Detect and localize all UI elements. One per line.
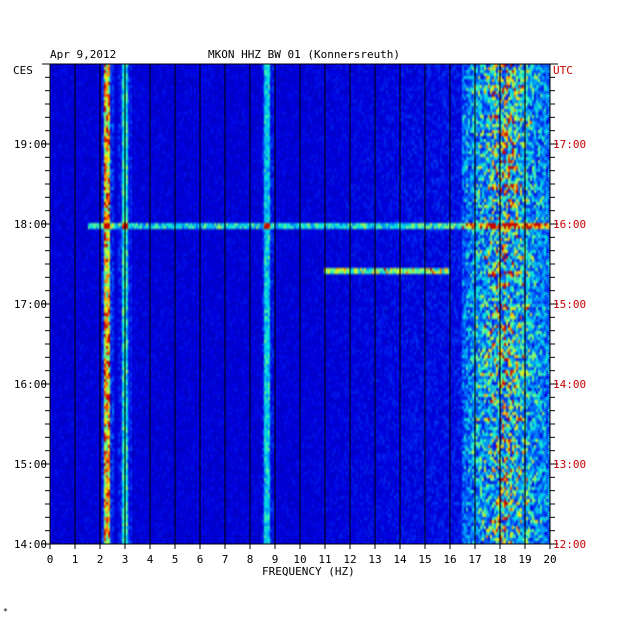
left-time-label: 15:00 bbox=[14, 458, 47, 471]
left-time-label: 18:00 bbox=[14, 218, 47, 231]
left-time-label: 17:00 bbox=[14, 298, 47, 311]
x-tick-label-13: 13 bbox=[368, 553, 381, 566]
x-tick-label-10: 10 bbox=[293, 553, 306, 566]
left-time-label: 16:00 bbox=[14, 378, 47, 391]
x-tick-label-4: 4 bbox=[147, 553, 154, 566]
x-tick-label-2: 2 bbox=[97, 553, 104, 566]
right-time-label: 13:00 bbox=[553, 458, 586, 471]
date-label: Apr 9,2012 bbox=[50, 48, 117, 61]
right-time-label: 14:00 bbox=[553, 378, 586, 391]
x-tick-label-17: 17 bbox=[468, 553, 481, 566]
right-time-label: 15:00 bbox=[553, 298, 586, 311]
x-tick-label-18: 18 bbox=[493, 553, 506, 566]
right-time-label: 16:00 bbox=[553, 218, 586, 231]
footer-mark: * bbox=[3, 607, 8, 616]
x-axis-title: FREQUENCY (HZ) bbox=[262, 565, 355, 578]
x-tick-label-3: 3 bbox=[122, 553, 129, 566]
x-tick-label-19: 19 bbox=[518, 553, 531, 566]
right-time-label: 12:00 bbox=[553, 538, 586, 551]
station-title: MKON HHZ BW 01 (Konnersreuth) bbox=[208, 48, 401, 61]
left-axis-label: CES bbox=[13, 64, 33, 77]
x-tick-label-5: 5 bbox=[172, 553, 179, 566]
x-tick-label-0: 0 bbox=[47, 553, 54, 566]
x-tick-label-11: 11 bbox=[318, 553, 331, 566]
x-tick-label-7: 7 bbox=[222, 553, 229, 566]
x-tick-label-16: 16 bbox=[443, 553, 456, 566]
x-tick-label-12: 12 bbox=[343, 553, 356, 566]
x-tick-label-1: 1 bbox=[72, 553, 79, 566]
left-time-label: 14:00 bbox=[14, 538, 47, 551]
x-tick-label-9: 9 bbox=[272, 553, 279, 566]
right-time-label: 17:00 bbox=[553, 138, 586, 151]
left-time-label: 19:00 bbox=[14, 138, 47, 151]
x-tick-label-15: 15 bbox=[418, 553, 431, 566]
x-tick-label-14: 14 bbox=[393, 553, 407, 566]
x-tick-label-6: 6 bbox=[197, 553, 204, 566]
x-tick-label-20: 20 bbox=[543, 553, 556, 566]
x-tick-label-8: 8 bbox=[247, 553, 254, 566]
right-axis-label: UTC bbox=[553, 64, 573, 77]
